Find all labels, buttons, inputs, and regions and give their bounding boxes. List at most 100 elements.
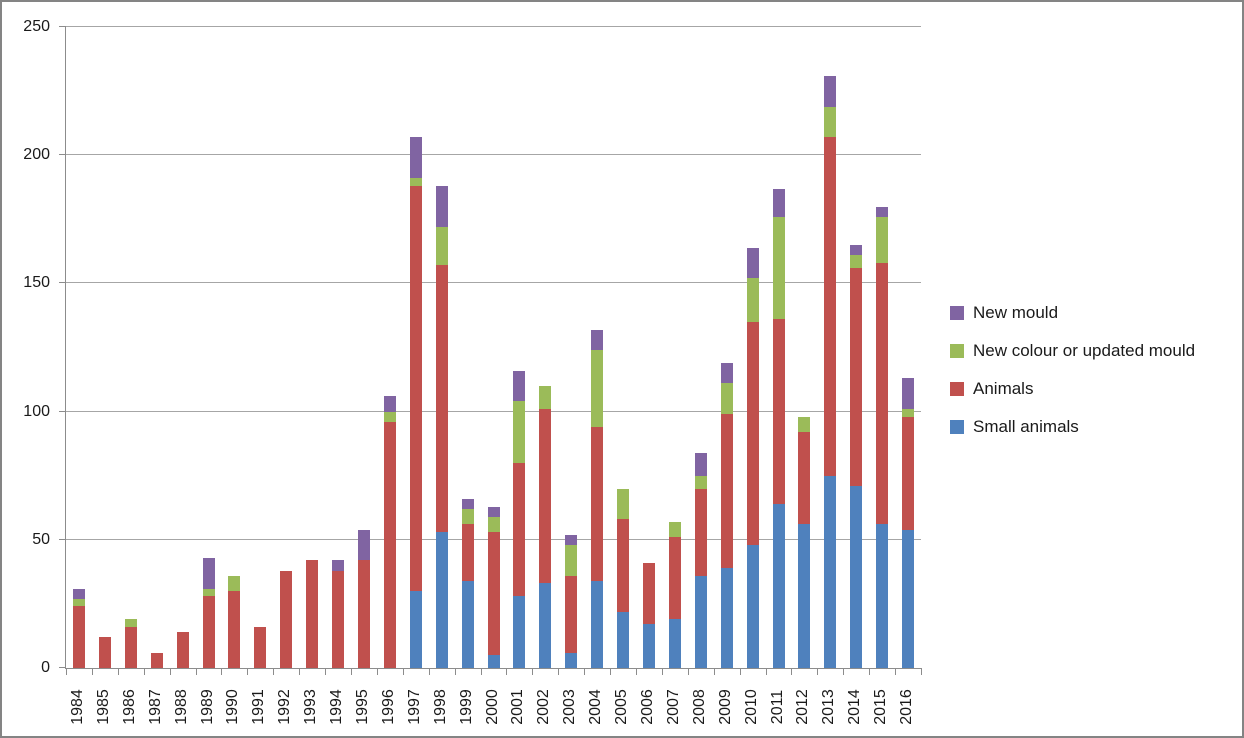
bar-segment-new-mould-1994: [332, 560, 345, 571]
bar-segment-new-colour-or-updated-mould-2013: [824, 106, 837, 138]
bar-segment-new-colour-or-updated-mould-2009: [720, 383, 733, 415]
x-axis-tick: [351, 668, 352, 675]
bar-segment-new-colour-or-updated-mould-1999: [461, 509, 474, 525]
bar-segment-new-colour-or-updated-mould-2004: [591, 350, 604, 427]
bar-segment-animals-1996: [383, 421, 396, 668]
bar-segment-animals-1991: [254, 626, 267, 668]
bar-group-2014: [850, 244, 863, 668]
legend-label: Animals: [973, 378, 1034, 398]
bar-group-2008: [694, 452, 707, 668]
bar-group-2006: [642, 562, 655, 668]
legend-item-new-colour-or-updated-mould: New colour or updated mould: [950, 340, 1195, 361]
x-tick-label-2013: 2013: [820, 689, 838, 725]
bar-segment-new-mould-1999: [461, 498, 474, 510]
legend-item-small-animals: Small animals: [950, 416, 1195, 437]
x-axis-tick: [195, 668, 197, 675]
bar-group-2001: [513, 370, 526, 668]
x-tick-label-2012: 2012: [794, 689, 812, 725]
bar-segment-animals-1984: [72, 606, 85, 668]
bar-segment-new-colour-or-updated-mould-2012: [798, 416, 811, 433]
x-tick-label-2002: 2002: [535, 689, 553, 725]
x-axis-tick: [143, 668, 145, 675]
bar-segment-small-animals-1998: [435, 532, 448, 668]
x-tick-label-1992: 1992: [276, 689, 294, 725]
bar-group-2011: [772, 188, 785, 668]
bar-segment-small-animals-1999: [461, 580, 474, 668]
bar-segment-animals-2001: [513, 462, 526, 597]
bar-group-1988: [176, 632, 189, 668]
bar-segment-animals-1988: [176, 632, 189, 668]
bar-group-1998: [435, 186, 448, 668]
bar-segment-small-animals-2016: [902, 529, 915, 668]
bar-segment-new-mould-2011: [772, 188, 785, 217]
bar-segment-new-mould-2010: [746, 247, 759, 279]
x-axis-tick: [921, 668, 922, 675]
bar-group-2005: [617, 488, 630, 668]
y-tick-label: 50: [32, 530, 50, 548]
x-axis-tick: [117, 668, 119, 675]
gridline: [66, 410, 921, 412]
bar-group-1989: [202, 557, 215, 668]
bar-segment-small-animals-2007: [668, 619, 681, 668]
bar-segment-new-colour-or-updated-mould-2007: [668, 521, 681, 538]
x-axis-tick: [325, 668, 327, 675]
x-axis-tick: [869, 668, 871, 675]
bar-segment-new-mould-2003: [565, 534, 578, 545]
bar-segment-new-mould-2001: [513, 370, 526, 402]
bar-segment-new-colour-or-updated-mould-1997: [409, 178, 422, 186]
x-axis-tick: [687, 668, 689, 675]
bar-group-1984: [72, 588, 85, 668]
x-axis-tick: [221, 668, 223, 675]
bar-segment-small-animals-2011: [772, 503, 785, 668]
bar-segment-new-colour-or-updated-mould-2016: [902, 409, 915, 417]
bar-segment-new-colour-or-updated-mould-2015: [876, 216, 889, 263]
bar-segment-new-colour-or-updated-mould-2000: [487, 516, 500, 533]
bar-segment-small-animals-2002: [539, 583, 552, 668]
bar-segment-small-animals-2013: [824, 475, 837, 668]
bar-group-2003: [565, 534, 578, 668]
x-tick-label-1985: 1985: [94, 689, 112, 725]
x-tick-label-2005: 2005: [613, 689, 631, 725]
bar-segment-new-colour-or-updated-mould-2011: [772, 216, 785, 320]
bar-segment-animals-2003: [565, 575, 578, 653]
bar-segment-new-colour-or-updated-mould-2003: [565, 544, 578, 576]
bar-group-2007: [668, 521, 681, 668]
y-axis-tick: [59, 538, 66, 540]
x-tick-label-2016: 2016: [898, 689, 916, 725]
x-axis-tick: [584, 668, 586, 675]
bar-group-1985: [98, 637, 111, 668]
bar-segment-animals-1986: [124, 626, 137, 668]
bar-group-2012: [798, 416, 811, 668]
bar-segment-new-colour-or-updated-mould-2005: [617, 488, 630, 520]
bar-segment-new-mould-2016: [902, 378, 915, 410]
bar-segment-new-colour-or-updated-mould-2002: [539, 385, 552, 410]
bar-group-2016: [902, 378, 915, 668]
bar-segment-new-colour-or-updated-mould-2010: [746, 278, 759, 322]
bar-segment-small-animals-2003: [565, 652, 578, 668]
gridline: [66, 282, 921, 284]
bar-segment-new-mould-2009: [720, 362, 733, 384]
x-tick-label-2008: 2008: [690, 689, 708, 725]
bar-group-2010: [746, 247, 759, 668]
gridline: [66, 154, 921, 156]
x-axis-tick: [402, 668, 404, 675]
x-tick-label-2003: 2003: [561, 689, 579, 725]
bar-segment-small-animals-2012: [798, 524, 811, 668]
bar-segment-animals-1994: [332, 570, 345, 668]
bar-segment-animals-2010: [746, 321, 759, 545]
bar-segment-new-mould-2015: [876, 206, 889, 217]
x-tick-label-2001: 2001: [509, 689, 527, 725]
bar-group-1994: [332, 560, 345, 668]
x-axis-tick: [817, 668, 819, 675]
bar-segment-animals-1999: [461, 524, 474, 581]
bar-segment-animals-2013: [824, 137, 837, 476]
bar-segment-new-mould-1989: [202, 557, 215, 589]
x-tick-label-1989: 1989: [198, 689, 216, 725]
x-axis-labels: 1984 1985 1986 1987 1988 1989 1990 1991 1992 1993…: [65, 668, 920, 736]
bar-segment-animals-2005: [617, 519, 630, 612]
bar-segment-new-mould-2004: [591, 329, 604, 351]
x-tick-label-1991: 1991: [250, 689, 268, 725]
bar-segment-small-animals-2005: [617, 611, 630, 668]
y-tick-label: 200: [23, 146, 50, 164]
